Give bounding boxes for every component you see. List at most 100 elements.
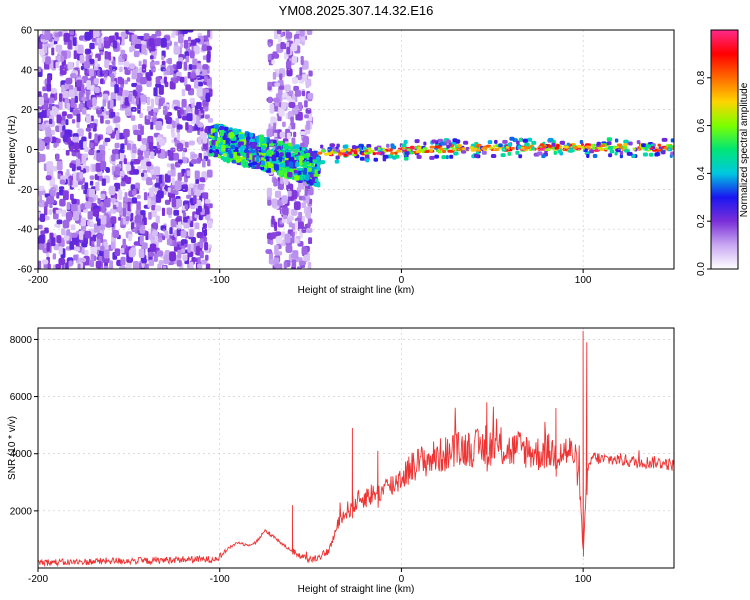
heatmap-cell-noise (153, 253, 158, 262)
heatmap-cell-scattered-signal (230, 144, 236, 150)
heatmap-cell-noise (84, 182, 89, 190)
heatmap-cell-noise-patch (305, 79, 310, 89)
heatmap-cell-scattered-signal (304, 149, 309, 153)
heatmap-cell-noise (65, 262, 69, 269)
heatmap-cell-noise (120, 181, 126, 187)
heatmap-cell-noise (141, 64, 147, 73)
heatmap-cell-scattered-signal (294, 175, 300, 181)
heatmap-cell-noise (152, 230, 158, 236)
heatmap-cell-noise (38, 66, 42, 73)
heatmap-cell-noise (147, 198, 152, 208)
heatmap-cell-narrow-band-signal (515, 150, 520, 155)
colorbar-tick-label: 0.6 (696, 118, 707, 132)
heatmap-cell-noise (140, 159, 147, 170)
heatmap-cell-noise (44, 43, 48, 54)
heatmap-cell-noise (148, 212, 152, 220)
heatmap-cell-noise (65, 150, 70, 156)
heatmap-cell-noise (113, 116, 121, 123)
heatmap-cell-noise (89, 180, 94, 186)
heatmap-cell-noise (160, 38, 167, 48)
heatmap-cell-noise (187, 71, 192, 79)
heatmap-cell-noise (73, 254, 78, 261)
heatmap-cell-narrow-band-signal (661, 150, 666, 155)
heatmap-cell-noise (194, 257, 198, 263)
heatmap-cell-narrow-band-signal (641, 143, 647, 148)
heatmap-cell-noise-patch (284, 177, 289, 185)
heatmap-cell-noise-patch (306, 120, 311, 130)
heatmap-cell-noise (123, 158, 127, 165)
heatmap-cell-noise (71, 203, 78, 213)
snr-axes: -200 -100 0 100 2000 4000 6000 8000 (10, 335, 592, 585)
heatmap-cell-noise (128, 30, 136, 33)
heatmap-cell-noise (56, 219, 63, 225)
heatmap-cell-noise (89, 122, 95, 129)
heatmap-cell-narrow-band-signal (492, 144, 497, 148)
heatmap-cell-noise (186, 113, 193, 122)
heatmap-cell-narrow-band-signal (642, 152, 648, 157)
y-tick-label: 2000 (10, 506, 33, 517)
heatmap-cell-noise (123, 128, 130, 138)
heatmap-cell-noise (66, 169, 70, 177)
heatmap-cell-noise (67, 39, 72, 49)
heatmap-cell-narrow-band-signal (456, 144, 463, 148)
heatmap-cell-noise (112, 229, 120, 238)
heatmap-cell-narrow-band-signal (607, 146, 613, 151)
heatmap-cell-narrow-band-signal (455, 139, 460, 144)
heatmap-cell-noise (82, 107, 87, 115)
heatmap-cell-noise (172, 30, 176, 36)
heatmap-cell-noise (207, 169, 213, 178)
heatmap-cell-narrow-band-signal (351, 145, 357, 150)
heatmap-cell-narrow-band-signal (619, 150, 624, 155)
heatmap-cell-noise (69, 162, 74, 168)
heatmap-cell-noise (194, 213, 201, 219)
heatmap-cell-noise (39, 234, 45, 245)
heatmap-cell-narrow-band-signal (375, 151, 381, 155)
heatmap-cell-noise (38, 243, 45, 250)
heatmap-cell-noise-patch (307, 261, 312, 269)
y-tick-label: 0 (26, 145, 32, 156)
heatmap-cell-noise (158, 98, 164, 107)
heatmap-cell-noise (71, 180, 79, 188)
heatmap-cell-noise (96, 238, 101, 247)
heatmap-cell-noise (54, 223, 60, 228)
x-tick-label: -100 (210, 275, 230, 286)
heatmap-cell-noise (150, 55, 154, 60)
heatmap-cell-noise (95, 260, 102, 269)
heatmap-cell-noise-patch (286, 60, 292, 70)
heatmap-cell-noise (158, 139, 166, 146)
heatmap-cell-noise (84, 230, 92, 239)
heatmap-cell-noise (184, 204, 188, 210)
heatmap-cell-narrow-band-signal (539, 143, 544, 147)
heatmap-cell-narrow-band-signal (488, 146, 493, 150)
heatmap-cell-noise (87, 220, 91, 226)
heatmap-cell-narrow-band-signal (359, 156, 365, 161)
heatmap-cell-noise (68, 260, 73, 267)
heatmap-cell-noise (187, 244, 191, 253)
heatmap-cell-noise (204, 114, 210, 120)
heatmap-cell-noise-patch (308, 70, 313, 77)
heatmap-cell-scattered-signal (287, 172, 293, 178)
heatmap-cell-noise (190, 39, 197, 46)
heatmap-cell-noise (135, 96, 139, 105)
heatmap-cell-noise (102, 70, 109, 75)
heatmap-cell-noise-patch (285, 95, 292, 101)
heatmap-cell-noise (196, 86, 203, 97)
spectrogram-cells (38, 30, 674, 269)
heatmap-cell-narrow-band-signal (401, 143, 407, 148)
heatmap-cell-noise (58, 124, 63, 133)
heatmap-cell-noise (177, 249, 182, 259)
heatmap-cell-scattered-signal (251, 142, 257, 149)
heatmap-cell-noise (65, 77, 73, 85)
heatmap-cell-scattered-signal (261, 161, 266, 166)
heatmap-cell-narrow-band-signal (522, 138, 528, 143)
heatmap-cell-noise (45, 175, 52, 181)
heatmap-cell-scattered-signal (235, 157, 241, 163)
heatmap-cell-noise (43, 206, 48, 216)
heatmap-cell-narrow-band-signal (452, 147, 457, 151)
heatmap-cell-noise (132, 261, 139, 269)
heatmap-cell-narrow-band-signal (434, 145, 441, 149)
heatmap-cell-noise (202, 223, 207, 229)
heatmap-cell-narrow-band-signal (468, 146, 475, 150)
heatmap-cell-noise (180, 108, 184, 115)
heatmap-cell-noise (176, 260, 182, 267)
